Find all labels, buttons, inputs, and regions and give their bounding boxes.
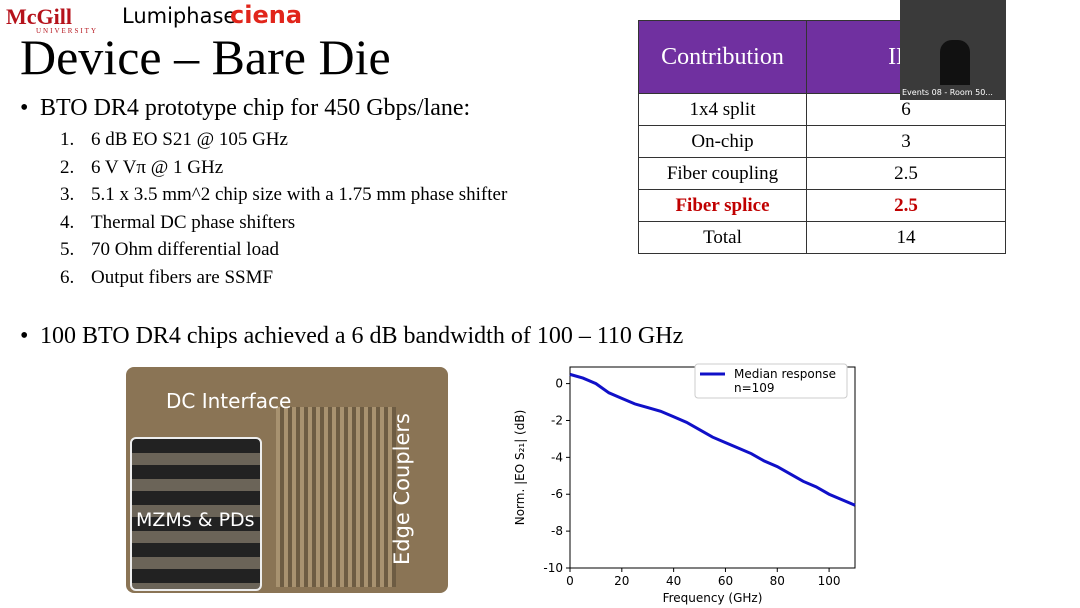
- table-row: Total 14: [638, 221, 1006, 254]
- table-cell: Fiber splice: [638, 189, 807, 222]
- item: 6 dB EO S21 @ 105 GHz: [91, 129, 288, 150]
- table-cell: 2.5: [806, 189, 1006, 222]
- logo: Lumiphase: [122, 4, 237, 28]
- table-cell: Fiber coupling: [638, 157, 807, 190]
- mzm-box: [130, 437, 262, 591]
- table-row: On-chip 3: [638, 125, 1006, 158]
- table-row: Fiber coupling 2.5: [638, 157, 1006, 190]
- bullet: BTO DR4 prototype chip for 450 Gbps/lane…: [40, 95, 471, 121]
- y-tick-label: -6: [551, 487, 563, 501]
- x-axis-label: Frequency (GHz): [663, 591, 763, 605]
- legend-box: [694, 363, 848, 399]
- traces: [276, 407, 396, 587]
- table-header: Contribution: [638, 20, 807, 94]
- y-tick-label: -10: [543, 561, 563, 575]
- webcam-label: Events 08 - Room 50...: [902, 88, 993, 97]
- data-line: [569, 372, 856, 507]
- slide-title: Device – Bare Die: [20, 29, 391, 85]
- x-tick-label: 60: [718, 574, 733, 588]
- logo: McGill: [6, 4, 72, 29]
- logo: ciena: [230, 1, 303, 29]
- item: 6 V Vπ @ 1 GHz: [91, 156, 224, 178]
- table-cell: 2.5: [806, 157, 1006, 190]
- y-tick-label: -8: [551, 524, 563, 538]
- x-tick-label: 0: [566, 574, 574, 588]
- item-number: 2.: [60, 156, 75, 178]
- item-number: 3.: [60, 184, 75, 205]
- x-tick-label: 80: [770, 574, 785, 588]
- photo-label: MZMs & PDs: [136, 509, 255, 531]
- chart: 0 20 40 60 80 100 -10 -8 -6 -4 -2 0 Frequency (GHz) N…: [513, 363, 856, 605]
- photo-label: DC Interface: [166, 389, 292, 413]
- item-number: 6.: [60, 266, 75, 288]
- x-tick-label: 40: [666, 574, 681, 588]
- webcam: Events 08 - Room 50...: [900, 0, 1006, 100]
- y-tick-label: 0: [555, 377, 563, 391]
- bullet-dot: •: [20, 95, 29, 121]
- item-number: 4.: [60, 211, 75, 233]
- item: Output fibers are SSMF: [91, 266, 274, 288]
- y-tick-label: -4: [551, 450, 563, 464]
- table-row: Fiber splice 2.5: [638, 189, 1006, 222]
- logo-sub: UNIVERSITY: [36, 27, 98, 35]
- speaker: [940, 40, 970, 85]
- legend-note: n=109: [734, 381, 775, 395]
- x-tick-label: 20: [614, 574, 629, 588]
- table-cell: 1x4 split: [638, 93, 807, 126]
- item-number: 1.: [60, 129, 75, 150]
- photo-label: Edge Couplers: [390, 412, 415, 566]
- item: 5.1 x 3.5 mm^2 chip size with a 1.75 mm …: [91, 184, 508, 205]
- x-tick-label: 100: [818, 574, 841, 588]
- item-number: 5.: [60, 239, 75, 260]
- bullet: 100 BTO DR4 chips achieved a 6 dB bandwi…: [40, 323, 684, 349]
- item: Thermal DC phase shifters: [91, 211, 296, 233]
- chip-photo: DC Interface MZMs & PDs Edge Couplers: [126, 367, 448, 593]
- table-cell: On-chip: [638, 125, 807, 158]
- y-tick-label: -2: [551, 413, 563, 427]
- table-cell: Total: [638, 221, 807, 254]
- legend-label: Median response: [734, 367, 836, 381]
- table-cell: 3: [806, 125, 1006, 158]
- table-cell: 14: [806, 221, 1006, 254]
- bullet-dot: •: [20, 323, 29, 349]
- item: 70 Ohm differential load: [91, 239, 280, 260]
- y-axis-label: Norm. |EO S₂₁| (dB): [513, 410, 527, 526]
